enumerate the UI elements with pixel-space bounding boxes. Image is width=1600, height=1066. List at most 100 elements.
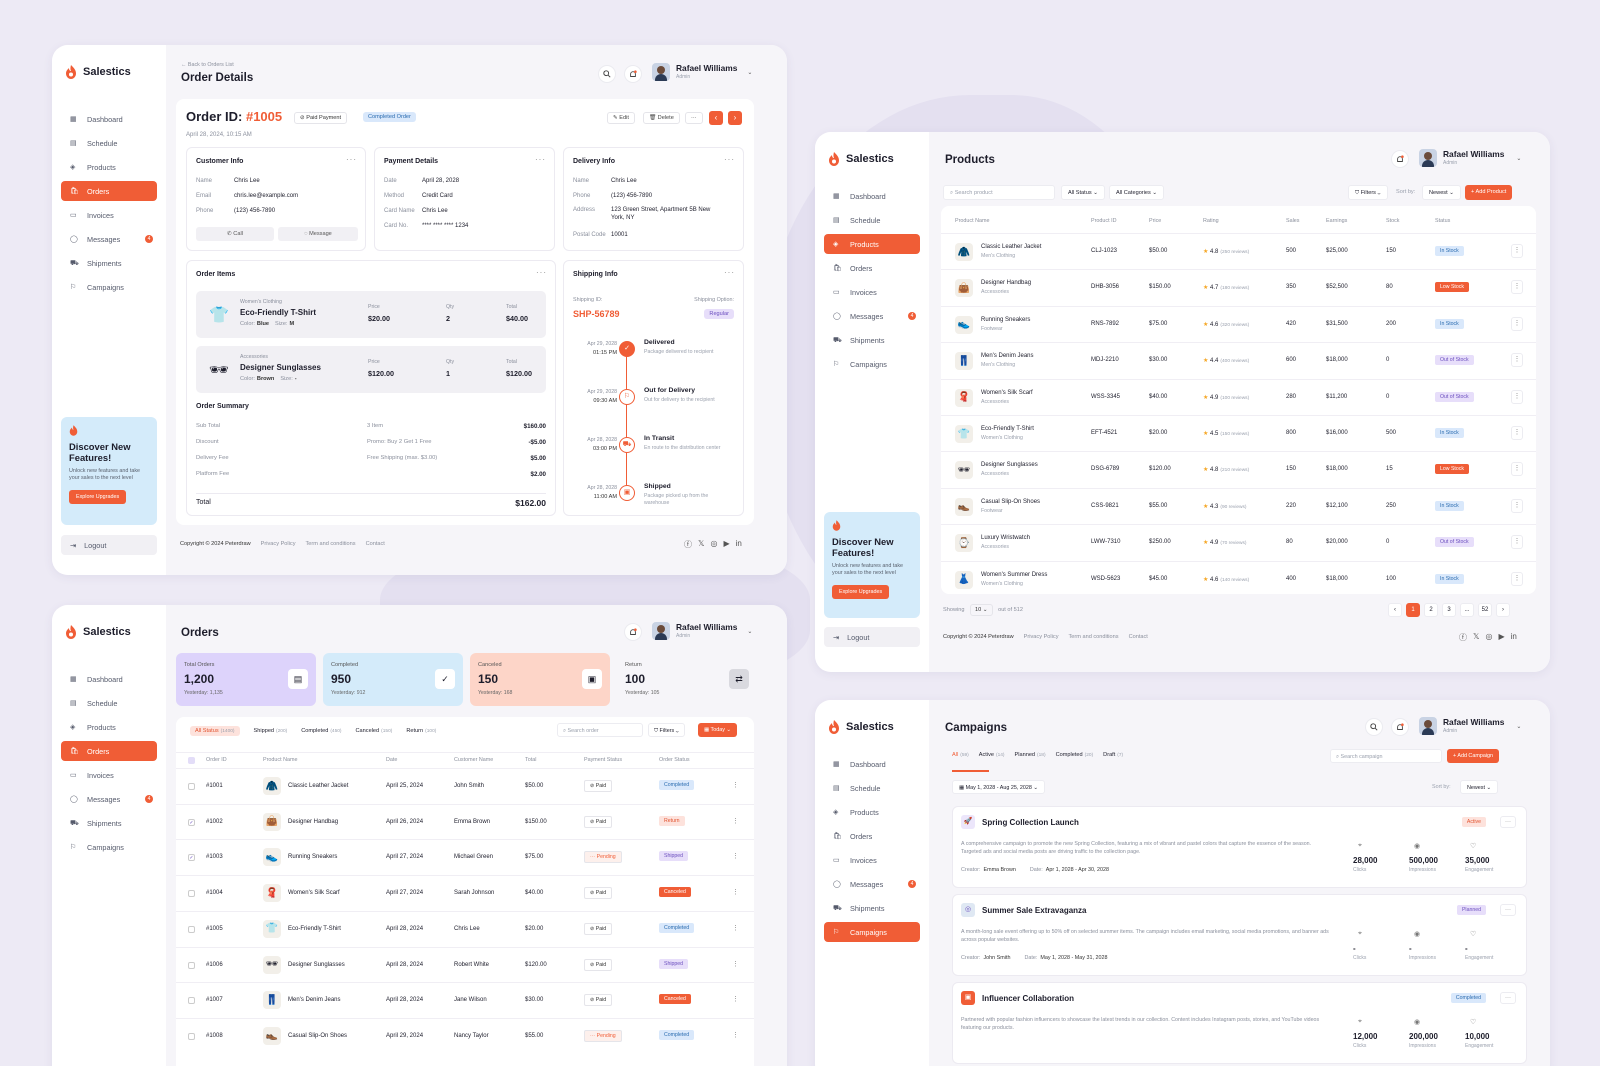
notification-button[interactable] [624, 623, 642, 641]
sidebar-item-schedule[interactable]: ▤ Schedule [824, 778, 920, 798]
instagram-icon[interactable]: ◎ [1485, 632, 1493, 641]
privacy-link[interactable]: Privacy Policy [260, 541, 296, 547]
tab-completed[interactable]: Completed (20) [1056, 752, 1094, 758]
page-button[interactable]: ... [1460, 603, 1474, 617]
row-menu-icon[interactable]: ⋮ [732, 924, 739, 932]
tab-planned[interactable]: Planned (18) [1015, 752, 1046, 758]
row-menu-icon[interactable]: ⋮ [1511, 244, 1523, 258]
row-checkbox[interactable] [188, 1032, 195, 1040]
sort-select[interactable]: Newest ⌄ [1422, 185, 1461, 200]
back-link[interactable]: ← Back to Orders List [181, 62, 234, 68]
next-order-button[interactable]: › [728, 111, 742, 125]
sidebar-item-schedule[interactable]: ▤ Schedule [824, 210, 920, 230]
notification-button[interactable] [1391, 150, 1409, 168]
youtube-icon[interactable]: ▶ [723, 539, 730, 548]
sidebar-item-schedule[interactable]: ▤ Schedule [61, 133, 157, 153]
page-button[interactable]: 52 [1478, 603, 1492, 617]
table-row[interactable]: ⌚ Luxury Wristwatch Accessories LWW-7310 $25… [941, 524, 1536, 560]
table-row[interactable]: 🧥 Classic Leather Jacket Men's Clothing CLJ… [941, 233, 1536, 269]
user-menu[interactable]: Rafael Williams Admin ⌄ [652, 622, 752, 640]
campaign-card[interactable]: 🚀 Spring Collection Launch Active ··· A comp… [952, 806, 1527, 888]
table-row[interactable]: 👟 Running Sneakers Footwear RNS-7892 $75.00 ★… [941, 305, 1536, 342]
x-icon[interactable]: 𝕏 [698, 539, 705, 548]
row-checkbox[interactable]: ✓ [188, 854, 195, 862]
tab-canceled[interactable]: Canceled (150) [356, 728, 393, 736]
add-product-button[interactable]: + Add Product [1465, 185, 1513, 200]
call-button[interactable]: ✆ Call [196, 227, 274, 241]
column-header[interactable]: Product ID [1091, 218, 1117, 224]
column-header[interactable]: Price [1149, 218, 1162, 224]
sidebar-item-campaigns[interactable]: ⚐ Campaigns [61, 277, 157, 297]
filters-button[interactable]: ⛉ Filters ⌄ [1348, 185, 1388, 200]
table-row[interactable]: 🕶 Designer Sunglasses Accessories DSG-6789 $… [941, 451, 1536, 487]
notification-button[interactable] [1391, 718, 1409, 736]
logout-button[interactable]: ⇥ Logout [61, 535, 157, 555]
sidebar-item-dashboard[interactable]: ▦ Dashboard [824, 186, 920, 206]
sidebar-item-invoices[interactable]: ▭ Invoices [824, 850, 920, 870]
table-row[interactable]: ✓ #1003 👟 Running Sneakers April 27, 2024 Mic… [176, 839, 754, 874]
campaign-card[interactable]: ◎ Summer Sale Extravaganza Planned ··· A mon… [952, 894, 1527, 976]
sidebar-item-dashboard[interactable]: ▦ Dashboard [61, 669, 157, 689]
more-icon[interactable]: ··· [535, 155, 546, 164]
page-button[interactable]: 3 [1442, 603, 1456, 617]
delete-button[interactable]: 🗑 Delete [643, 112, 680, 124]
sidebar-item-shipments[interactable]: ⛟ Shipments [61, 813, 157, 833]
next-page-icon[interactable]: › [1496, 603, 1510, 617]
sidebar-item-products[interactable]: ◈ Products [824, 802, 920, 822]
sidebar-item-campaigns[interactable]: ⚐ Campaigns [824, 922, 920, 942]
sidebar-item-invoices[interactable]: ▭ Invoices [61, 765, 157, 785]
facebook-icon[interactable]: ⓕ [684, 540, 692, 549]
table-row[interactable]: 👗 Women's Summer Dress Women's Clothing WSD… [941, 560, 1536, 597]
sidebar-item-shipments[interactable]: ⛟ Shipments [824, 898, 920, 918]
row-menu-icon[interactable]: ⋮ [1511, 316, 1523, 331]
row-menu-icon[interactable]: ⋮ [1511, 535, 1523, 550]
table-row[interactable]: #1004 🧣 Women's Silk Scarf April 27, 2024 Sa… [176, 875, 754, 910]
product-search-input[interactable]: ⌕ Search product [943, 185, 1055, 200]
category-filter[interactable]: All Categories ⌄ [1109, 185, 1165, 200]
logout-button[interactable]: ⇥ Logout [824, 627, 920, 647]
more-icon[interactable]: ··· [536, 268, 547, 277]
row-checkbox[interactable] [188, 783, 195, 790]
table-row[interactable]: 🧣 Women's Silk Scarf Accessories WSS-3345 $4… [941, 378, 1536, 415]
message-button[interactable]: ◌ Message [278, 227, 358, 241]
page-button[interactable]: 1 [1406, 603, 1420, 617]
column-header[interactable]: Rating [1203, 218, 1219, 224]
contact-link[interactable]: Contact [365, 541, 385, 547]
row-checkbox[interactable] [188, 890, 195, 898]
more-icon[interactable]: ··· [1500, 816, 1516, 828]
sidebar-item-messages[interactable]: ◯ Messages 4 [61, 789, 157, 809]
sidebar-item-products[interactable]: ◈ Products [61, 717, 157, 737]
linkedin-icon[interactable]: in [735, 539, 742, 548]
column-header[interactable]: Stock [1386, 218, 1400, 224]
sidebar-item-messages[interactable]: ◯ Messages 4 [824, 874, 920, 894]
column-header[interactable]: Product Name [955, 218, 990, 224]
column-header[interactable]: Earnings [1326, 218, 1348, 224]
more-icon[interactable]: ··· [346, 155, 357, 164]
row-menu-icon[interactable]: ⋮ [732, 889, 739, 897]
campaign-search-input[interactable]: ⌕ Search campaign [1330, 749, 1442, 763]
sort-select[interactable]: Newest ⌄ [1460, 780, 1498, 794]
more-icon[interactable]: ··· [1500, 904, 1516, 916]
linkedin-icon[interactable]: in [1510, 632, 1517, 641]
column-header[interactable]: Total [525, 757, 537, 763]
column-header[interactable]: Customer Name [454, 757, 494, 763]
column-header[interactable]: Order Status [659, 757, 690, 763]
table-row[interactable]: #1008 👞 Casual Slip-On Shoes April 29, 2024… [176, 1017, 754, 1053]
add-campaign-button[interactable]: + Add Campaign [1447, 749, 1500, 763]
tab-all[interactable]: All (59) [952, 752, 969, 758]
brand[interactable]: Salestics [828, 720, 894, 734]
order-search-input[interactable]: ⌕ Search order [557, 723, 643, 737]
sidebar-item-campaigns[interactable]: ⚐ Campaigns [824, 354, 920, 374]
row-menu-icon[interactable]: ⋮ [1511, 389, 1523, 404]
user-menu[interactable]: Rafael Williams Admin ⌄ [1419, 717, 1521, 735]
row-menu-icon[interactable]: ⋮ [1511, 498, 1523, 513]
page-button[interactable]: 2 [1424, 603, 1438, 617]
per-page-select[interactable]: 10 ⌄ [970, 604, 993, 616]
more-icon[interactable]: ··· [1500, 992, 1516, 1004]
table-row[interactable]: 👜 Designer Handbag Accessories DHB-3056 $150… [941, 269, 1536, 305]
sidebar-item-products[interactable]: ◈ Products [61, 157, 157, 177]
filters-button[interactable]: ⛉ Filters ⌄ [648, 723, 685, 737]
sidebar-item-shipments[interactable]: ⛟ Shipments [61, 253, 157, 273]
prev-order-button[interactable]: ‹ [709, 111, 723, 125]
privacy-link[interactable]: Privacy Policy [1023, 634, 1059, 640]
